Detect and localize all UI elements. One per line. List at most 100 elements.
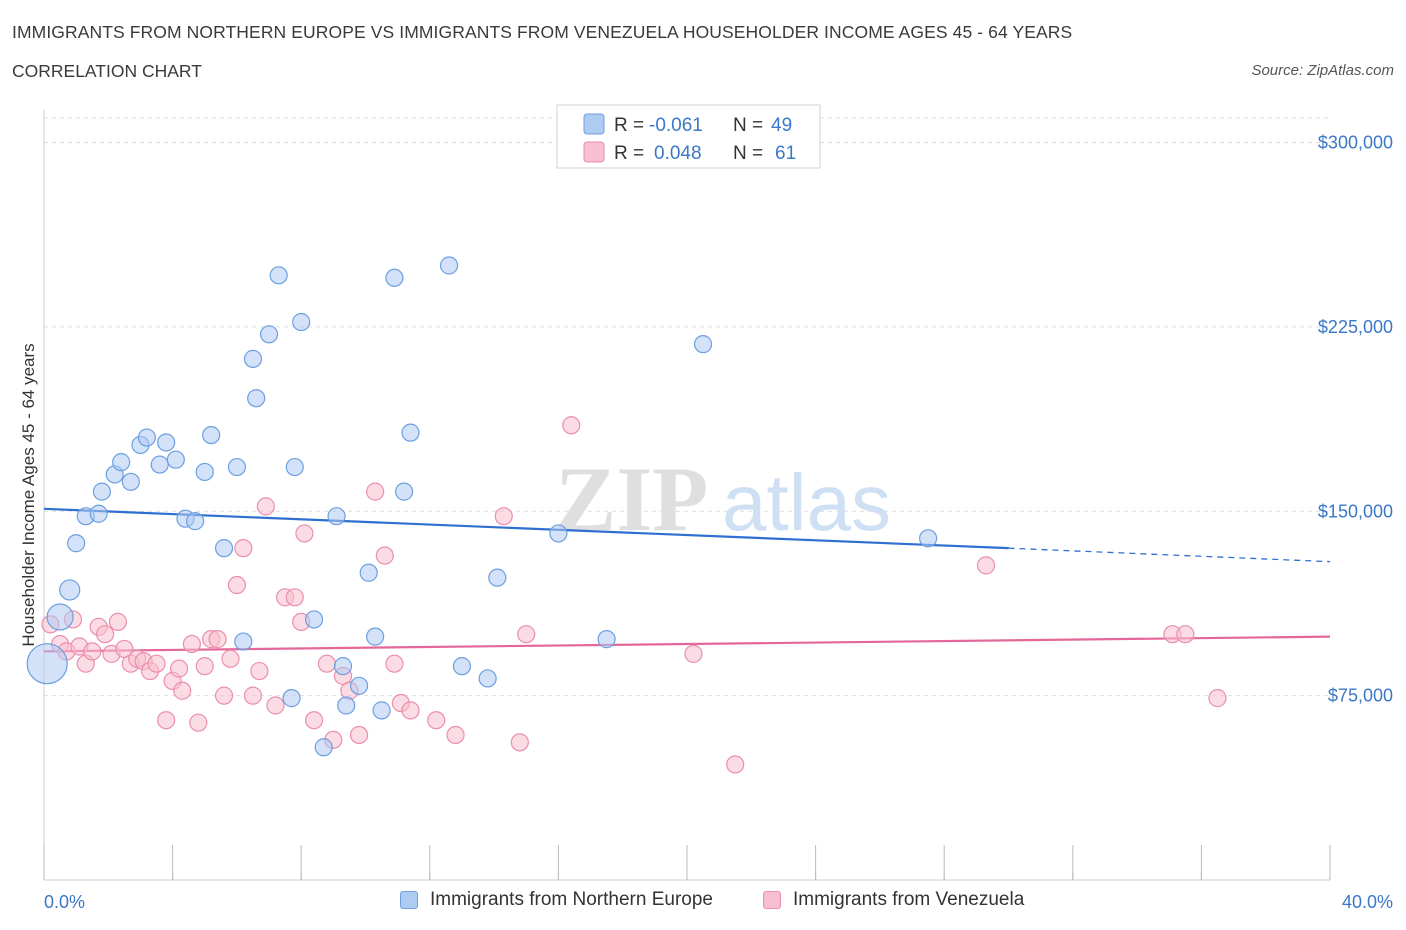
legend-swatch-blue [583,113,605,135]
trend-lines [43,507,1331,653]
data-point-northern-europe [227,457,246,477]
watermark: ZIP atlas [555,448,891,550]
legend-item-venezuela: Immigrants from Venezuela [763,889,1024,911]
data-point-northern-europe [919,529,938,548]
data-point-northern-europe [693,335,713,354]
data-point-venezuela [401,701,420,720]
data-point-northern-europe [385,268,404,287]
data-point-venezuela [366,482,385,501]
legend-blue-r-label: R = [614,115,644,136]
series-legend: Immigrants from Northern Europe Immigran… [0,889,1406,917]
data-point-northern-europe [349,676,369,695]
data-point-venezuela [227,575,246,595]
x-tick-label-min: 0.0% [44,892,85,912]
data-point-northern-europe [452,657,472,676]
data-point-venezuela [195,657,214,676]
data-point-northern-europe [234,632,253,651]
data-point-venezuela [375,546,394,565]
legend-blue-n-value: 49 [771,115,792,136]
y-tick-label: $225,000 [1318,317,1393,337]
series-venezuela [41,416,1227,774]
data-point-venezuela [234,539,253,558]
y-tick-label: $150,000 [1318,501,1393,521]
data-point-northern-europe [282,689,301,708]
data-point-northern-europe [333,657,353,676]
data-point-venezuela [304,711,324,730]
data-point-venezuela [214,686,234,705]
data-point-northern-europe [67,534,86,553]
legend-blue-r-value: -0.061 [649,115,703,136]
y-tick-labels: $75,000 $150,000 $225,000 $300,000 [1318,133,1393,706]
data-point-northern-europe [121,472,140,491]
data-point-northern-europe [549,524,568,543]
data-point-northern-europe [401,423,420,442]
data-point-northern-europe [166,450,185,469]
data-point-northern-europe [157,433,176,452]
y-tick-label: $75,000 [1328,686,1393,706]
data-point-northern-europe [26,643,68,685]
data-point-venezuela [182,634,201,654]
data-point-northern-europe [137,428,156,447]
trend-line-venezuela [43,635,1331,653]
source-label: Source: ZipAtlas.com [1251,62,1394,79]
y-axis-label: Householder Income Ages 45 - 64 years [19,343,38,646]
data-point-venezuela [83,642,102,661]
data-point-northern-europe [269,266,288,285]
y-tick-label: $300,000 [1318,133,1393,153]
legend-pink-n-value: 61 [775,143,796,164]
data-point-venezuela [108,612,128,632]
data-point-venezuela [95,625,115,644]
data-point-venezuela [250,661,269,681]
data-point-northern-europe [366,627,385,646]
legend-item-northern-europe: Immigrants from Northern Europe [400,889,713,911]
data-point-northern-europe [439,256,459,275]
data-point-northern-europe [597,630,616,649]
data-point-northern-europe [304,610,324,629]
data-point-northern-europe [337,696,356,715]
data-point-northern-europe [292,312,311,332]
data-point-northern-europe [488,568,507,587]
data-point-northern-europe [195,462,214,482]
data-point-venezuela [317,654,337,673]
data-point-venezuela [517,625,536,644]
data-point-venezuela [221,649,240,668]
data-point-venezuela [243,686,263,705]
data-point-northern-europe [285,457,304,477]
data-point-northern-europe [89,504,108,523]
legend-blue-n-label: N = [733,115,763,136]
legend-label-venezuela: Immigrants from Venezuela [793,889,1025,910]
data-point-venezuela [157,711,176,730]
data-point-northern-europe [59,579,81,601]
watermark-atlas: atlas [722,458,891,547]
legend-pink-n-label: N = [733,143,763,164]
data-point-northern-europe [214,539,234,558]
data-point-venezuela [562,416,581,435]
data-point-venezuela [285,588,304,607]
data-point-northern-europe [202,425,221,445]
trend-line-northern-europe-extrapolated [1008,547,1331,563]
trend-line-northern-europe [43,507,1009,550]
data-point-venezuela [169,659,189,678]
data-point-northern-europe [359,563,378,582]
legend-label-northern-europe: Immigrants from Northern Europe [430,889,713,910]
data-point-northern-europe [314,738,333,757]
data-point-venezuela [173,681,192,700]
series-northern-europe [26,256,938,757]
data-point-northern-europe [259,325,279,344]
data-point-venezuela [147,654,166,673]
data-point-venezuela [684,644,703,663]
data-point-northern-europe [186,512,205,531]
grid-lines [44,117,1330,697]
chart-title: IMMIGRANTS FROM NORTHERN EUROPE VS IMMIG… [12,22,1073,42]
data-point-venezuela [349,725,369,745]
data-point-venezuela [510,733,529,752]
data-point-northern-europe [46,603,74,631]
data-point-northern-europe [150,455,169,474]
data-point-venezuela [494,507,513,526]
data-point-venezuela [385,654,404,673]
data-point-venezuela [266,696,285,715]
legend-pink-r-value: 0.048 [654,143,702,164]
legend-swatch-northern-europe [400,891,418,909]
data-point-northern-europe [247,389,266,408]
